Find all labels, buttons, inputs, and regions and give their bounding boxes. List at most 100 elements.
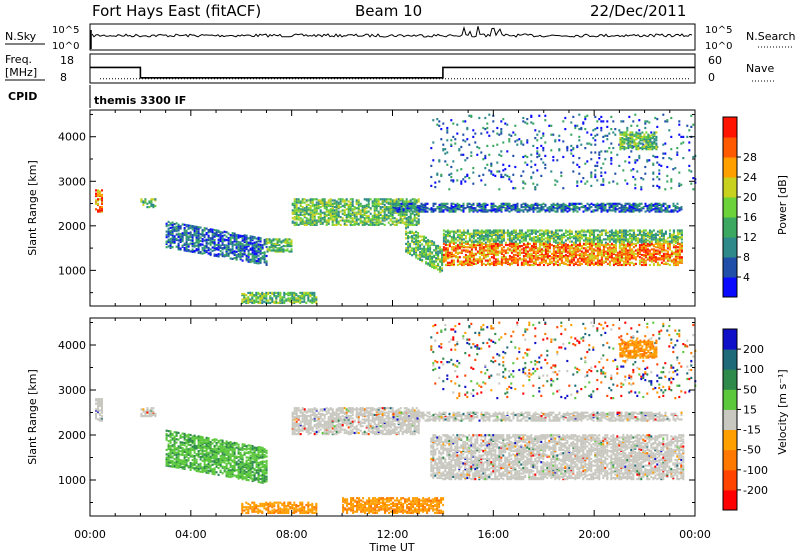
power-cell	[307, 207, 310, 210]
power-cell	[602, 243, 605, 247]
power-cell	[430, 147, 433, 150]
power-cell	[570, 256, 573, 259]
power-cell	[486, 236, 489, 239]
power-cell	[628, 263, 631, 267]
power-cell	[249, 258, 252, 261]
power-cell	[311, 204, 314, 208]
power-cell	[205, 249, 208, 252]
power-cell	[421, 238, 424, 241]
power-cell	[464, 175, 467, 179]
power-cell	[578, 257, 581, 260]
power-cell	[301, 220, 304, 223]
power-cell	[648, 241, 651, 244]
power-cell	[381, 206, 384, 209]
power-cell	[442, 246, 445, 249]
power-cell	[580, 259, 583, 262]
power-cell	[283, 296, 286, 299]
power-cell	[431, 255, 434, 258]
power-cell	[606, 231, 609, 234]
power-cell	[478, 245, 481, 248]
power-cell	[646, 236, 649, 239]
power-cell	[241, 237, 244, 240]
power-cell	[614, 238, 617, 241]
power-cell	[433, 262, 436, 265]
power-cell	[231, 236, 234, 239]
power-cell	[578, 235, 581, 238]
power-cell	[558, 235, 561, 238]
power-cell	[472, 167, 475, 170]
power-cell	[407, 223, 410, 226]
power-cell	[524, 231, 527, 234]
power-cell	[247, 256, 250, 259]
power-cell	[239, 253, 242, 256]
power-cell	[201, 229, 204, 232]
power-cell	[600, 239, 603, 242]
power-cell	[674, 207, 677, 210]
power-cell	[237, 248, 240, 251]
power-cell	[472, 256, 475, 259]
power-cell	[588, 207, 591, 210]
power-cell	[436, 123, 439, 126]
power-cell	[634, 233, 637, 236]
power-cell	[95, 192, 97, 195]
power-cell	[560, 241, 563, 244]
power-cell	[622, 238, 625, 241]
power-cell	[488, 252, 491, 255]
power-cell	[588, 231, 591, 234]
power-cell	[466, 262, 469, 265]
power-cell	[231, 241, 234, 244]
power-cell	[508, 202, 511, 205]
power-cell	[381, 216, 384, 219]
power-cell	[405, 224, 408, 228]
power-cell	[209, 243, 212, 246]
power-cell	[600, 230, 603, 233]
power-cell	[165, 242, 168, 245]
power-cell	[514, 260, 517, 263]
power-cell	[452, 235, 455, 238]
power-cell	[438, 210, 441, 213]
power-cell	[538, 242, 541, 245]
power-cell	[544, 248, 547, 251]
power-cell	[518, 251, 521, 254]
power-cell	[664, 240, 667, 243]
power-cell	[253, 241, 256, 244]
power-cell	[351, 223, 354, 226]
power-cell	[576, 206, 579, 209]
power-cell	[241, 252, 244, 255]
power-cell	[229, 249, 232, 252]
power-cell	[486, 262, 489, 265]
power-cell	[486, 249, 489, 252]
power-cell	[534, 230, 537, 233]
power-cell	[101, 201, 103, 204]
power-cell	[101, 209, 103, 212]
power-cell	[506, 251, 509, 254]
power-cell	[289, 291, 292, 294]
power-cell	[177, 243, 180, 246]
power-cell	[448, 241, 451, 244]
power-cell	[434, 181, 437, 184]
power-cell	[572, 251, 575, 254]
power-cell	[429, 252, 432, 255]
power-cell	[450, 139, 453, 142]
power-cell	[676, 229, 679, 232]
power-cell	[492, 256, 495, 259]
power-cell	[498, 250, 501, 253]
power-cell	[496, 230, 499, 233]
power-cell	[516, 209, 519, 212]
power-cell	[474, 243, 477, 247]
power-cell	[490, 251, 493, 254]
power-cell	[327, 199, 330, 202]
power-cell	[293, 202, 296, 205]
power-cell	[245, 248, 248, 251]
power-cell	[325, 213, 328, 216]
power-cell	[666, 210, 669, 213]
power-cell	[468, 250, 471, 253]
power-cell	[430, 210, 433, 213]
power-cell	[323, 216, 326, 219]
power-cell	[572, 259, 575, 262]
power-cell	[227, 249, 230, 252]
power-cell	[506, 229, 509, 232]
power-cell	[211, 238, 214, 241]
power-cell	[524, 202, 527, 205]
power-cell	[676, 206, 679, 209]
